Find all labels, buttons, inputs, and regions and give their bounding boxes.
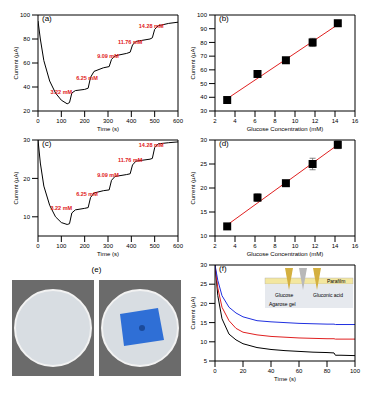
svg-text:0: 0 [36,118,40,124]
svg-text:Time (s): Time (s) [97,126,119,132]
svg-text:11.76 mM: 11.76 mM [118,39,143,45]
svg-text:14.28 mM: 14.28 mM [139,142,164,148]
svg-text:4: 4 [233,243,237,249]
svg-text:40: 40 [268,368,275,374]
svg-text:Current (μA): Current (μA) [13,46,19,79]
svg-text:100: 100 [197,12,208,18]
svg-text:30: 30 [23,137,30,143]
svg-text:0: 0 [36,243,40,249]
html-text:(d): (d) [219,139,229,148]
svg-text:2: 2 [213,118,217,124]
svg-text:100: 100 [20,12,31,18]
svg-text:600: 600 [173,118,184,124]
svg-text:(e): (e) [92,265,102,274]
svg-text:10: 10 [292,118,299,124]
svg-text:Current (μA): Current (μA) [13,171,19,204]
svg-text:14.28 mM: 14.28 mM [139,23,164,29]
svg-text:20: 20 [200,185,207,191]
svg-text:6.25 mM: 6.25 mM [76,191,98,197]
svg-text:Time (s): Time (s) [274,376,296,382]
svg-text:100: 100 [350,368,361,374]
svg-text:Gluconic acid: Gluconic acid [313,292,343,298]
svg-text:70: 70 [200,53,207,59]
svg-text:0: 0 [213,368,217,374]
svg-text:90: 90 [200,26,207,32]
svg-text:8: 8 [273,118,277,124]
svg-text:30: 30 [200,137,207,143]
svg-text:16: 16 [352,243,359,249]
svg-text:10: 10 [200,233,207,239]
svg-text:60: 60 [23,60,30,66]
svg-text:3.22 mM: 3.22 mM [50,205,72,211]
svg-text:Glucose: Glucose [275,292,294,298]
svg-text:200: 200 [80,118,91,124]
svg-text:20: 20 [240,368,247,374]
svg-text:400: 400 [126,243,137,249]
svg-text:15: 15 [200,209,207,215]
svg-text:15: 15 [200,320,207,326]
svg-text:6: 6 [253,243,257,249]
html-text:(f): (f) [219,264,227,273]
svg-text:9.09 mM: 9.09 mM [97,172,119,178]
svg-text:500: 500 [150,243,161,249]
svg-text:5: 5 [204,358,208,364]
svg-text:20: 20 [23,176,30,182]
svg-text:25: 25 [200,161,207,167]
svg-text:11.76 mM: 11.76 mM [118,157,143,163]
svg-text:10: 10 [292,243,299,249]
html-text:(a): (a) [42,14,52,23]
html-text:(c): (c) [42,139,52,148]
html-text:(b): (b) [219,14,229,23]
svg-text:60: 60 [200,67,207,73]
svg-text:30: 30 [200,262,207,268]
svg-text:60: 60 [296,368,303,374]
svg-text:100: 100 [56,118,67,124]
svg-text:500: 500 [150,118,161,124]
svg-text:40: 40 [23,84,30,90]
svg-text:200: 200 [80,243,91,249]
svg-text:8: 8 [273,243,277,249]
svg-text:20: 20 [23,108,30,114]
svg-text:6.25 mM: 6.25 mM [76,75,98,81]
svg-text:Time (s): Time (s) [97,251,119,257]
svg-text:12: 12 [312,118,319,124]
svg-text:300: 300 [103,243,114,249]
svg-text:80: 80 [324,368,331,374]
svg-text:12: 12 [312,243,319,249]
svg-text:80: 80 [23,36,30,42]
svg-text:16: 16 [352,118,359,124]
svg-text:30: 30 [200,108,207,114]
svg-text:14: 14 [332,243,339,249]
svg-text:Parafilm: Parafilm [327,278,345,284]
svg-text:40: 40 [200,94,207,100]
svg-text:10: 10 [23,214,30,220]
svg-text:6: 6 [253,118,257,124]
svg-text:10: 10 [200,339,207,345]
svg-text:14: 14 [332,118,339,124]
svg-text:Glucose Concentration (mM): Glucose Concentration (mM) [247,251,324,257]
svg-text:Glucose Concentration (mM): Glucose Concentration (mM) [247,126,324,132]
svg-text:9.09 mM: 9.09 mM [97,53,119,59]
svg-text:600: 600 [173,243,184,249]
svg-text:4: 4 [233,118,237,124]
svg-text:2: 2 [213,243,217,249]
svg-text:25: 25 [200,281,207,287]
svg-text:Agarose gel: Agarose gel [269,301,296,307]
svg-text:80: 80 [200,40,207,46]
svg-text:100: 100 [56,243,67,249]
svg-text:400: 400 [126,118,137,124]
svg-text:Current (μA): Current (μA) [190,171,196,204]
svg-text:Current (μA): Current (μA) [190,296,196,329]
svg-text:Current (μA): Current (μA) [190,46,196,79]
svg-text:3.22 mM: 3.22 mM [50,89,72,95]
svg-text:50: 50 [200,81,207,87]
svg-text:300: 300 [103,118,114,124]
svg-text:20: 20 [200,301,207,307]
